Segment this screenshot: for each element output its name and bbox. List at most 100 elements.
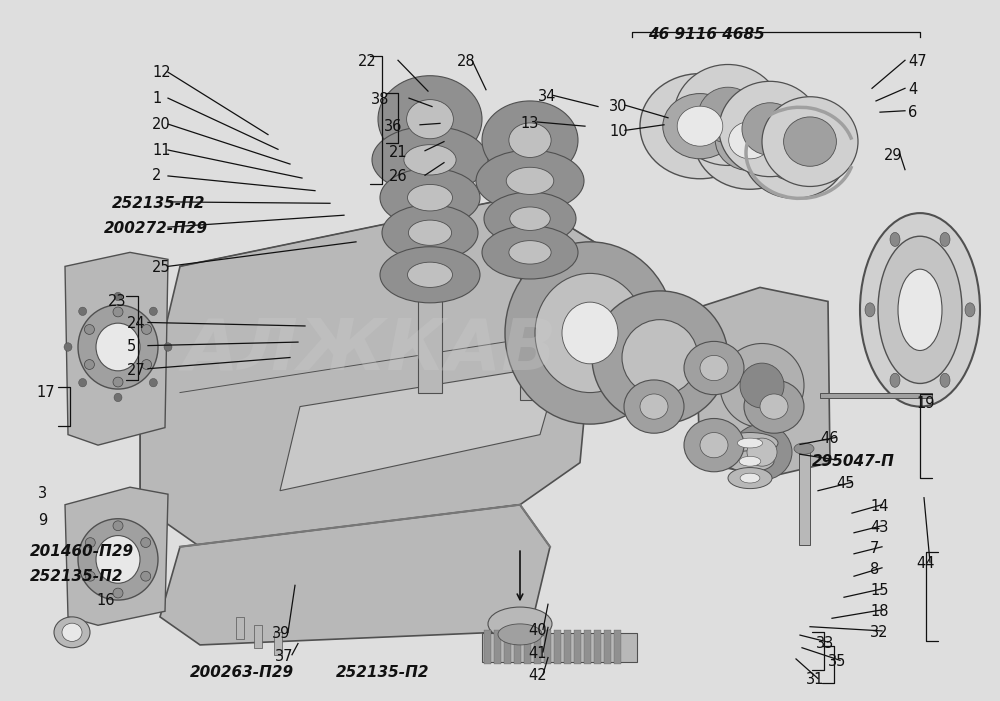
Ellipse shape (624, 380, 684, 433)
Ellipse shape (743, 107, 847, 198)
Polygon shape (160, 505, 550, 645)
Ellipse shape (382, 205, 478, 261)
Text: 13: 13 (520, 116, 538, 131)
Text: 43: 43 (870, 519, 888, 535)
Ellipse shape (378, 76, 482, 163)
Bar (604, 630, 611, 664)
Ellipse shape (719, 81, 821, 177)
Ellipse shape (482, 226, 578, 279)
Text: 38: 38 (371, 92, 389, 107)
Ellipse shape (96, 323, 140, 371)
Text: 46 9116 4685: 46 9116 4685 (648, 27, 765, 42)
Ellipse shape (775, 135, 815, 170)
Ellipse shape (940, 373, 950, 387)
Text: 200263-П29: 200263-П29 (190, 665, 294, 681)
Text: 25: 25 (152, 260, 171, 275)
Ellipse shape (85, 538, 95, 547)
Ellipse shape (700, 433, 728, 458)
Ellipse shape (729, 121, 771, 159)
Ellipse shape (720, 343, 804, 428)
Text: 3: 3 (38, 486, 47, 501)
Text: 23: 23 (108, 294, 126, 309)
Ellipse shape (732, 424, 792, 480)
Ellipse shape (506, 168, 554, 194)
Bar (554, 630, 561, 664)
Polygon shape (65, 252, 168, 445)
Ellipse shape (113, 588, 123, 598)
Ellipse shape (141, 571, 151, 581)
Ellipse shape (142, 325, 152, 334)
Bar (482, 633, 637, 662)
Ellipse shape (498, 624, 542, 645)
Bar (254, 625, 262, 648)
Text: 11: 11 (152, 142, 170, 158)
Bar (236, 617, 244, 639)
Ellipse shape (763, 125, 827, 181)
Bar (564, 630, 571, 664)
Ellipse shape (509, 123, 551, 158)
Text: 37: 37 (275, 648, 294, 664)
Ellipse shape (739, 456, 761, 466)
Text: 21: 21 (389, 144, 408, 160)
Text: 8: 8 (870, 562, 879, 577)
Ellipse shape (663, 94, 737, 159)
Bar (799, 449, 810, 545)
Ellipse shape (890, 233, 900, 247)
Text: 5: 5 (127, 339, 136, 355)
Ellipse shape (54, 617, 90, 648)
Text: 31: 31 (806, 672, 824, 688)
Text: 12: 12 (152, 64, 171, 80)
Text: 46: 46 (820, 431, 838, 447)
Ellipse shape (722, 433, 778, 454)
Ellipse shape (762, 97, 858, 186)
Ellipse shape (737, 438, 763, 448)
Ellipse shape (113, 377, 123, 387)
Text: 45: 45 (836, 476, 854, 491)
Ellipse shape (84, 360, 94, 369)
Bar (534, 630, 541, 664)
Polygon shape (65, 487, 168, 625)
Text: 44: 44 (916, 556, 934, 571)
Text: 40: 40 (528, 623, 547, 639)
Text: 295047-П: 295047-П (812, 454, 895, 469)
Bar (594, 630, 601, 664)
Text: 9: 9 (38, 512, 47, 528)
Ellipse shape (694, 91, 806, 189)
Text: 27: 27 (127, 362, 146, 378)
Ellipse shape (484, 192, 576, 245)
Bar (504, 630, 511, 664)
Bar (614, 630, 621, 664)
Bar (494, 630, 501, 664)
Bar (520, 133, 540, 400)
Text: 42: 42 (528, 668, 547, 683)
Ellipse shape (164, 343, 172, 351)
Ellipse shape (940, 233, 950, 247)
Ellipse shape (747, 438, 777, 466)
Ellipse shape (509, 240, 551, 264)
Ellipse shape (640, 394, 668, 419)
Text: 201460-П29: 201460-П29 (30, 544, 134, 559)
Text: 18: 18 (870, 604, 889, 619)
Ellipse shape (622, 320, 698, 395)
Text: 26: 26 (389, 169, 408, 184)
Text: 47: 47 (908, 54, 927, 69)
Ellipse shape (78, 519, 158, 600)
Ellipse shape (592, 291, 728, 424)
Text: 252135-П2: 252135-П2 (336, 665, 430, 681)
Polygon shape (140, 196, 600, 547)
Ellipse shape (380, 247, 480, 303)
Text: 14: 14 (870, 498, 889, 514)
Polygon shape (695, 287, 830, 477)
Text: 252135-П2: 252135-П2 (30, 569, 124, 584)
Ellipse shape (114, 292, 122, 301)
Ellipse shape (744, 380, 804, 433)
Text: 1: 1 (152, 90, 161, 106)
Bar (524, 630, 531, 664)
Ellipse shape (726, 451, 774, 472)
Ellipse shape (784, 117, 836, 166)
Text: 41: 41 (528, 646, 546, 661)
Ellipse shape (510, 207, 550, 231)
Bar (274, 632, 282, 655)
Bar (584, 630, 591, 664)
Ellipse shape (684, 418, 744, 472)
